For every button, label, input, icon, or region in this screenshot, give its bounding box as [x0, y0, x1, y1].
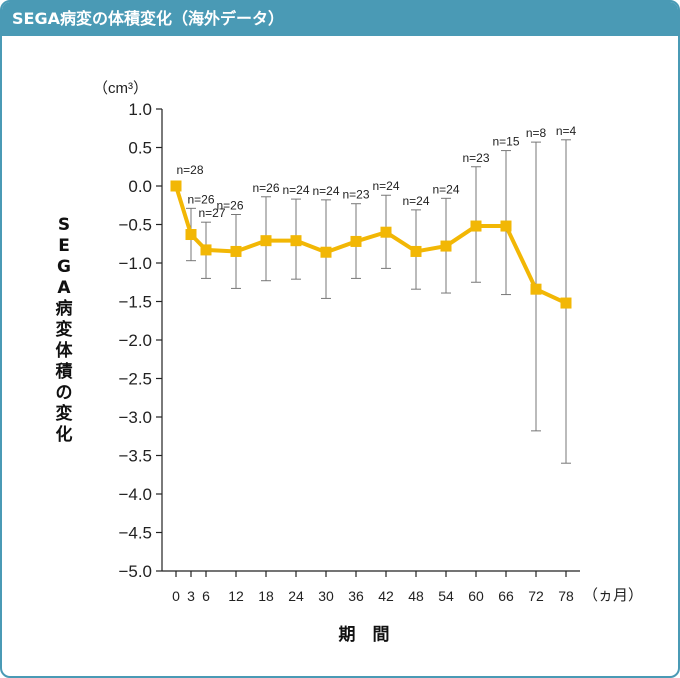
x-tick-label: 72 — [528, 588, 544, 604]
sample-size-label: n=26 — [252, 181, 279, 195]
x-tick-label: 3 — [187, 588, 195, 604]
sample-size-label: n=24 — [312, 184, 339, 198]
y-tick-label: −5.0 — [118, 562, 152, 581]
y-tick-label: −4.0 — [118, 485, 152, 504]
data-point-marker — [410, 245, 422, 257]
y-tick-label: −1.0 — [118, 254, 152, 273]
x-tick-label: 60 — [468, 588, 484, 604]
x-tick-label: 48 — [408, 588, 424, 604]
x-tick-label: 6 — [202, 588, 210, 604]
y-tick-label: −0.5 — [118, 216, 152, 235]
x-tick-label: 42 — [378, 588, 394, 604]
y-tick-label: −2.0 — [118, 331, 152, 350]
y-tick-label: −3.5 — [118, 447, 152, 466]
x-tick-label: 24 — [288, 588, 304, 604]
sample-size-labels: n=28n=26n=27n=26n=26 n=24 n=24 n=23n=24n=24… — [176, 124, 576, 220]
data-point-marker — [320, 246, 332, 258]
data-point-marker — [500, 220, 512, 232]
axes: 1.0 0.5 0.0 −0.5 −1.0 −1.5 −2.0 −2.5 −3.0 −3.5 −4.… — [118, 100, 580, 604]
sample-size-label: n=4 — [556, 124, 577, 138]
x-tick-label: 78 — [558, 588, 574, 604]
x-tick-label: 12 — [228, 588, 244, 604]
data-point-marker — [170, 180, 182, 192]
x-axis-label: 期 間 — [339, 625, 390, 645]
sample-size-label: n=27 — [198, 206, 225, 220]
sample-size-label: n=15 — [492, 135, 519, 149]
sample-size-label: n=23 — [462, 151, 489, 165]
y-tick-label: −2.5 — [118, 370, 152, 389]
x-tick-label: 54 — [438, 588, 454, 604]
sample-size-label: n=26 — [187, 192, 214, 206]
data-point-marker — [440, 240, 452, 252]
chart-title: SEGA病変の体積変化（海外データ） — [2, 2, 678, 36]
data-point-marker — [380, 226, 392, 238]
x-tick-label: 30 — [318, 588, 334, 604]
data-point-marker — [530, 283, 542, 295]
x-tick-label: 18 — [258, 588, 274, 604]
sample-size-label: n=24 — [372, 179, 399, 193]
x-unit-label: （ヵ月） — [583, 587, 643, 604]
sample-size-label: n=24 — [282, 183, 309, 197]
sample-size-label: n=24 — [432, 182, 459, 196]
y-tick-label: 1.0 — [128, 100, 152, 119]
data-point-marker — [290, 235, 302, 247]
x-tick-label: 66 — [498, 588, 514, 604]
y-unit-label: （cm³） — [93, 80, 148, 97]
y-tick-label: 0.0 — [128, 177, 152, 196]
y-axis-label: S E G A 病変体積の変化 — [56, 215, 74, 445]
data-point-marker — [185, 229, 197, 241]
data-point-marker — [260, 235, 272, 247]
x-tick-label: 0 — [172, 588, 180, 604]
series-line — [170, 180, 572, 309]
sample-size-label: n=8 — [526, 126, 547, 140]
data-point-marker — [230, 245, 242, 257]
y-tick-label: 0.5 — [128, 139, 152, 158]
data-point-marker — [560, 297, 572, 309]
sample-size-label: n=23 — [342, 188, 369, 202]
y-tick-label: −4.5 — [118, 524, 152, 543]
sample-size-label: n=26 — [216, 198, 243, 212]
sample-size-label: n=24 — [402, 194, 429, 208]
data-point-marker — [470, 220, 482, 232]
y-tick-label: −3.0 — [118, 408, 152, 427]
y-tick-label: −1.5 — [118, 293, 152, 312]
x-tick-label: 36 — [348, 588, 364, 604]
sample-size-label: n=28 — [176, 163, 203, 177]
data-point-marker — [350, 235, 362, 247]
data-point-marker — [200, 244, 212, 256]
